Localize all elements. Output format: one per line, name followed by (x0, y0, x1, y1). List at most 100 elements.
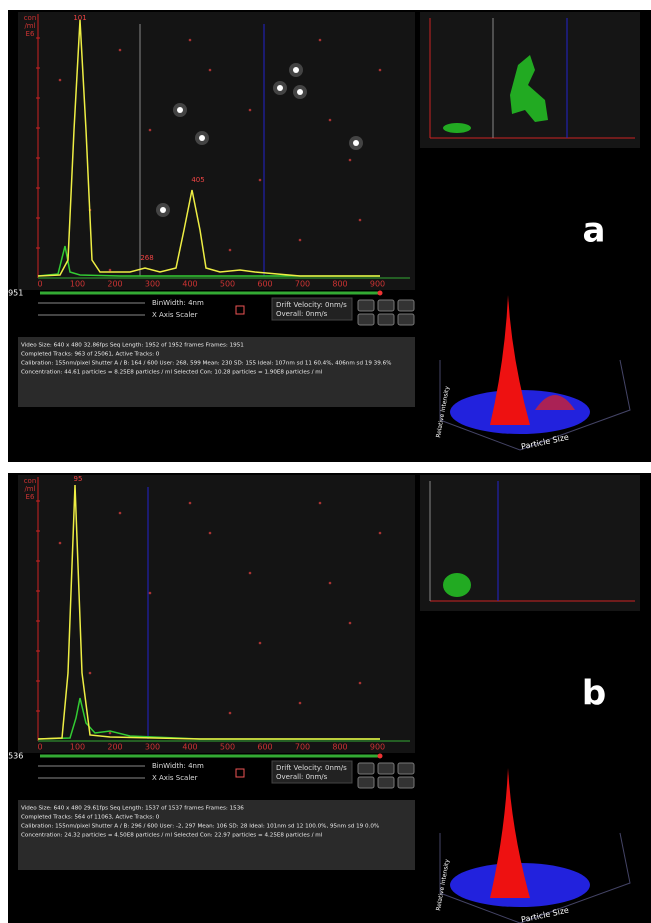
x-axis-scaler: X Axis Scaler (152, 774, 198, 782)
particle (229, 249, 232, 252)
bin-width: BinWidth: 4nm (152, 299, 204, 307)
particle (299, 239, 302, 242)
tool-button[interactable] (378, 300, 394, 311)
particle (249, 572, 252, 575)
particle (149, 129, 152, 132)
x-tick-label: 600 (257, 743, 272, 752)
x-tick-label: 400 (182, 743, 197, 752)
particle (189, 39, 192, 42)
x-tick-label: 900 (370, 743, 385, 752)
particle (149, 592, 152, 595)
tool-button[interactable] (358, 777, 374, 788)
particle (277, 85, 283, 91)
x-tick-label: 800 (332, 280, 347, 289)
info-line: Video Size: 640 x 480 29.61fps Seq Lengt… (21, 806, 244, 812)
particle (119, 49, 122, 52)
drift-velocity: Drift Velocity: 0nm/s (276, 301, 347, 309)
frame-counter: 1536 (3, 752, 23, 761)
x-tick-label: 100 (70, 743, 85, 752)
drift-velocity: Drift Velocity: 0nm/s (276, 764, 347, 772)
tool-button[interactable] (398, 300, 414, 311)
x-tick-label: 700 (295, 280, 310, 289)
particle (359, 219, 362, 222)
bin-width: BinWidth: 4nm (152, 762, 204, 770)
particle (259, 179, 262, 182)
particle (249, 109, 252, 112)
particle (259, 642, 262, 645)
particle (297, 89, 303, 95)
x-tick-label: 300 (145, 743, 160, 752)
x-tick-label: 700 (295, 743, 310, 752)
particle (199, 135, 205, 141)
x-tick-label: 300 (145, 280, 160, 289)
y-axis-label: /ml (24, 485, 35, 493)
tool-button[interactable] (378, 763, 394, 774)
particle (89, 672, 92, 675)
particle (59, 542, 62, 545)
particle (329, 119, 332, 122)
x-tick-label: 900 (370, 280, 385, 289)
particle (209, 69, 212, 72)
x-tick-label: 200 (107, 743, 122, 752)
particle (379, 532, 382, 535)
x-tick-label: 400 (182, 280, 197, 289)
particle (109, 269, 112, 272)
particle (379, 69, 382, 72)
x-tick-label: 200 (107, 280, 122, 289)
frame-counter: 1951 (3, 289, 23, 298)
screenshot: con/mlE601002003004005006007008009001012… (0, 0, 651, 923)
particle (160, 207, 166, 213)
tool-button[interactable] (358, 763, 374, 774)
slider-thumb (378, 291, 383, 296)
scatter-cluster (443, 573, 471, 597)
x-tick-label: 0 (37, 280, 42, 289)
y-axis-label: E6 (26, 493, 35, 501)
info-line: Concentration: 24.32 particles = 4.50E8 … (21, 833, 323, 839)
peak-label: 95 (74, 475, 83, 483)
x-tick-label: 800 (332, 743, 347, 752)
particle (189, 502, 192, 505)
tool-button[interactable] (398, 763, 414, 774)
peak-label: 101 (73, 14, 86, 22)
particle (293, 67, 299, 73)
scatter-cluster (443, 123, 471, 133)
particle (119, 512, 122, 515)
y-axis-label: con (24, 14, 37, 22)
y-axis-label: con (24, 477, 37, 485)
particle (177, 107, 183, 113)
particle (349, 622, 352, 625)
x-tick-label: 600 (257, 280, 272, 289)
tool-button[interactable] (358, 314, 374, 325)
particle (319, 502, 322, 505)
particle (109, 732, 112, 735)
y-axis-label: /ml (24, 22, 35, 30)
tool-button[interactable] (398, 777, 414, 788)
panel-label: b (582, 674, 606, 714)
x-tick-label: 0 (37, 743, 42, 752)
x-tick-label: 500 (220, 280, 235, 289)
slider-thumb (378, 754, 383, 759)
info-line: Calibration: 155nm/pixel Shutter A / B: … (21, 824, 379, 830)
y-axis-label: E6 (26, 30, 35, 38)
particle (359, 682, 362, 685)
tool-button[interactable] (378, 314, 394, 325)
peak-label: 268 (140, 254, 153, 262)
panel-label: a (583, 211, 606, 251)
particle (209, 532, 212, 535)
particle (229, 712, 232, 715)
tool-button[interactable] (398, 314, 414, 325)
particle (59, 79, 62, 82)
x-tick-label: 100 (70, 280, 85, 289)
particle (319, 39, 322, 42)
particle (299, 702, 302, 705)
particle (329, 582, 332, 585)
tool-button[interactable] (378, 777, 394, 788)
info-line: Calibration: 155nm/pixel Shutter A / B: … (21, 361, 391, 367)
info-line: Completed Tracks: 963 of 25061, Active T… (21, 352, 160, 358)
tool-button[interactable] (358, 300, 374, 311)
info-line: Completed Tracks: 564 of 11063, Active T… (21, 815, 160, 821)
x-axis-scaler: X Axis Scaler (152, 311, 198, 319)
x-tick-label: 500 (220, 743, 235, 752)
